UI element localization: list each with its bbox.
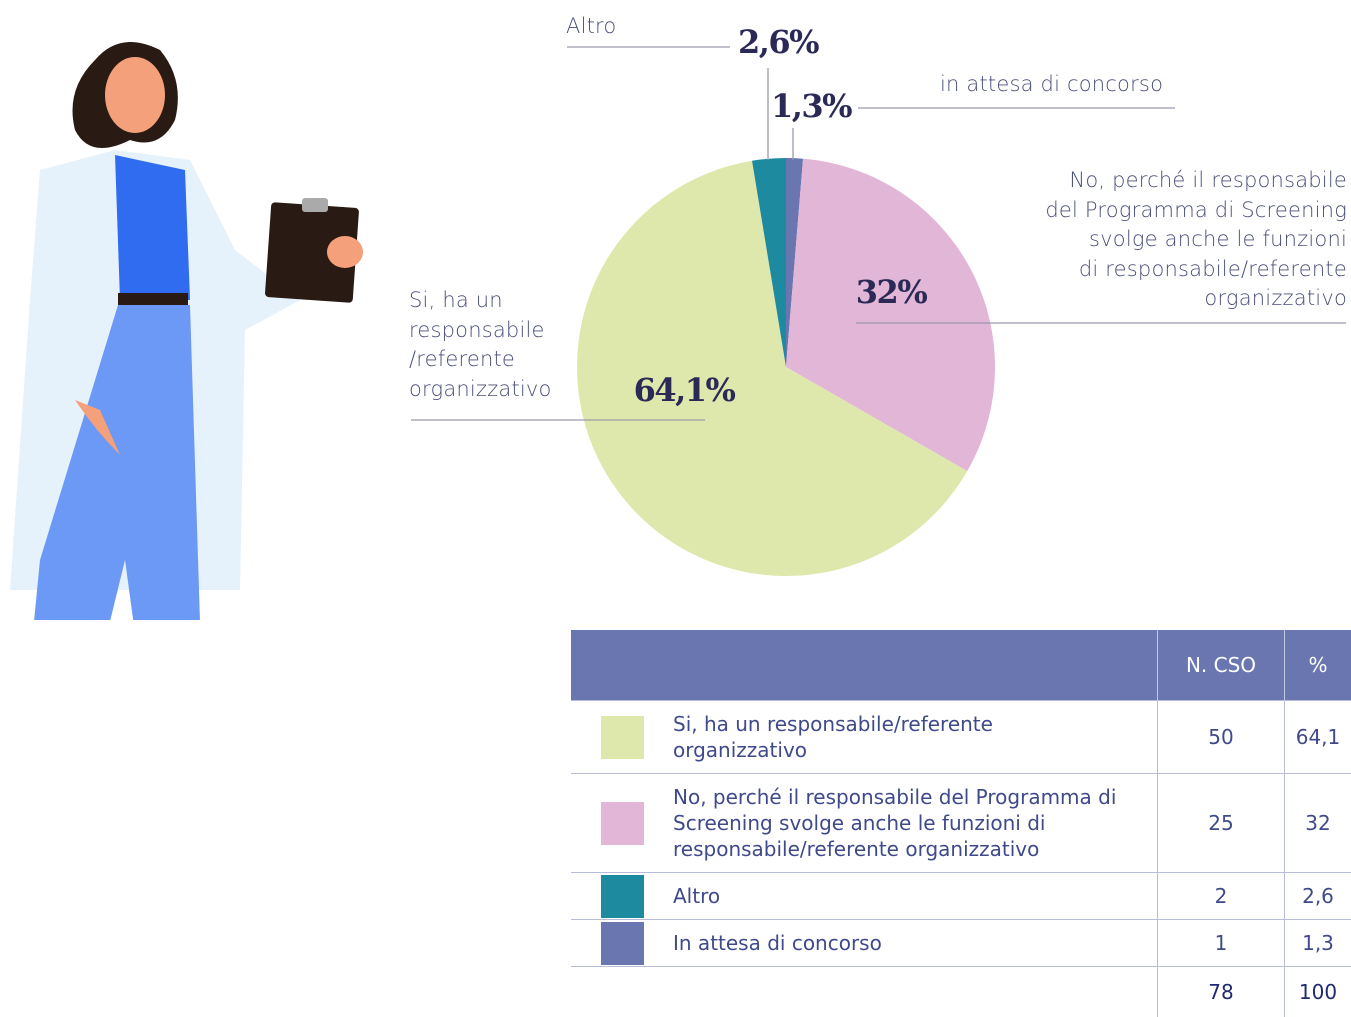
row-pct: 2,6 — [1284, 872, 1351, 920]
value-label: 64,1% — [634, 371, 736, 409]
category-label: in attesa di concorso — [940, 72, 1164, 96]
swatch — [600, 715, 644, 759]
table-row: In attesa di concorso 1 1,3 — [571, 919, 1351, 967]
header-cell: N. CSO — [1157, 630, 1285, 701]
row-pct: 32 — [1284, 773, 1351, 873]
row-n: 50 — [1157, 700, 1285, 774]
table-row: Altro 2 2,6 — [571, 872, 1351, 920]
table: N. CSO% Si, ha un responsabile/referente… — [571, 630, 1351, 1017]
swatch-cell — [571, 700, 673, 774]
table-row: Si, ha un responsabile/referente organiz… — [571, 700, 1351, 774]
row-label: In attesa di concorso — [673, 919, 1158, 967]
row-n: 2 — [1157, 872, 1285, 920]
total-pct: 100 — [1284, 966, 1351, 1017]
header-row: N. CSO% — [571, 630, 1351, 701]
header-empty — [571, 630, 1158, 701]
value-label: 32% — [856, 273, 928, 311]
illustration — [10, 42, 363, 620]
pie-slice — [786, 158, 804, 367]
swatch-cell — [571, 773, 673, 873]
swatch — [600, 921, 644, 965]
swatch-cell — [571, 919, 673, 967]
pie-slice — [752, 158, 786, 367]
row-label: Altro — [673, 872, 1158, 920]
pie-slice — [786, 158, 995, 472]
leader-lines — [411, 46, 1346, 421]
row-pct: 1,3 — [1284, 919, 1351, 967]
category-label: Si, ha un responsabile /referente organi… — [409, 288, 552, 401]
row-label: Si, ha un responsabile/referente organiz… — [673, 700, 1158, 774]
value-label: 2,6% — [738, 23, 819, 61]
total-n: 78 — [1157, 966, 1285, 1017]
swatch-cell — [571, 872, 673, 920]
table-row: No, perché il responsabile del Programma… — [571, 773, 1351, 873]
row-pct: 64,1 — [1284, 700, 1351, 774]
swatch — [600, 874, 644, 918]
row-n: 25 — [1157, 773, 1285, 873]
swatch — [600, 801, 644, 845]
header-cell: % — [1284, 630, 1351, 701]
chart: 1,3% 32% 64,1% 2,6% — [10, 23, 1346, 620]
row-n: 1 — [1157, 919, 1285, 967]
category-label: No, perché il responsabile del Programma… — [1045, 168, 1347, 310]
total-row: 78 100 — [571, 966, 1351, 1017]
category-label: Altro — [566, 14, 617, 38]
value-label: 1,3% — [771, 87, 852, 125]
pie-slice — [577, 160, 968, 576]
row-label: No, perché il responsabile del Programma… — [673, 773, 1158, 873]
